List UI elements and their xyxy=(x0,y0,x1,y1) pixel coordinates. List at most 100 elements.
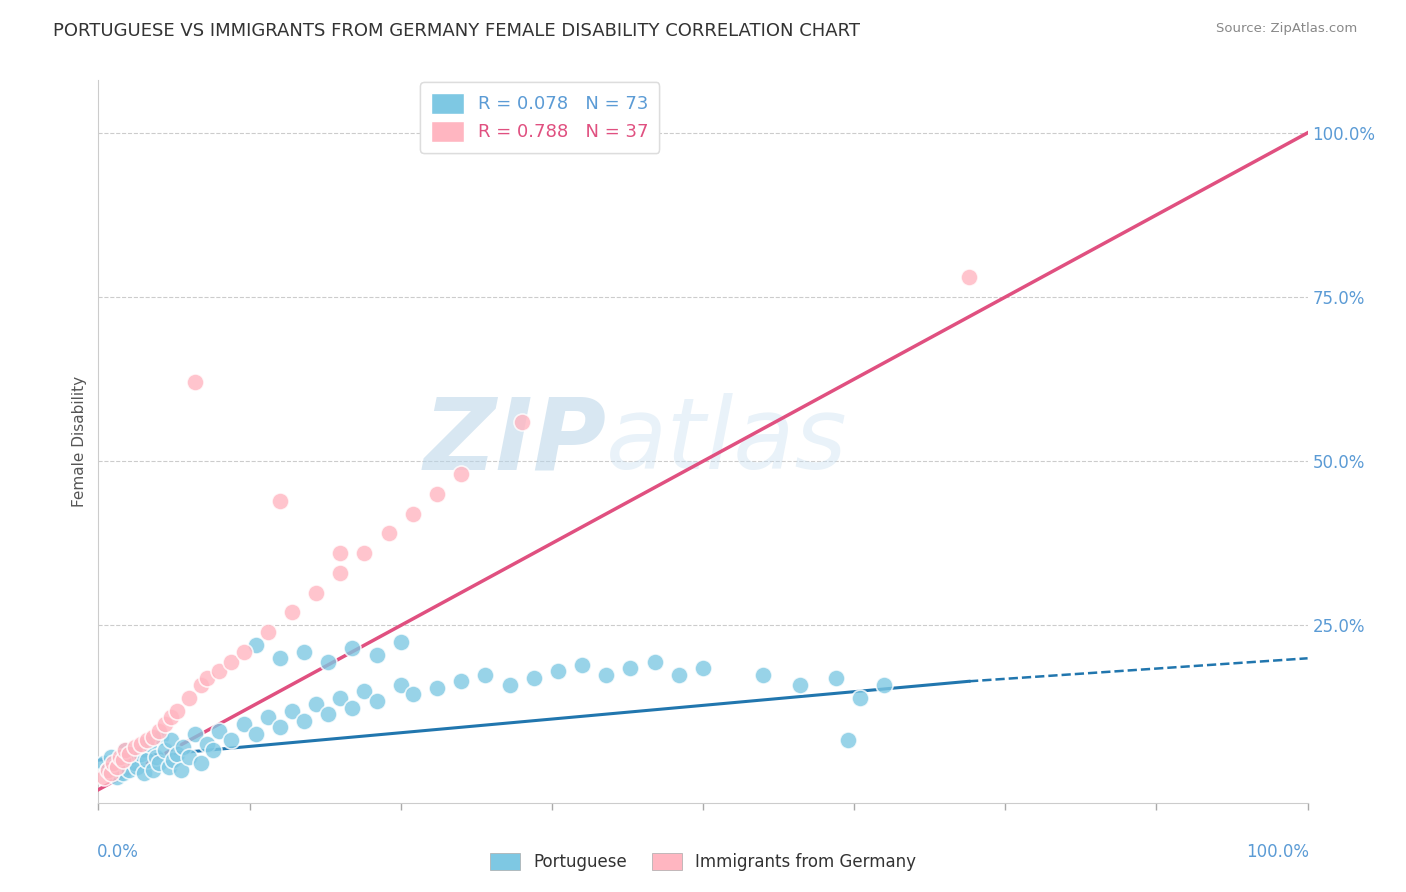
Point xyxy=(281,605,304,619)
Point xyxy=(547,665,569,679)
Text: ZIP: ZIP xyxy=(423,393,606,490)
Point xyxy=(160,710,183,724)
Point xyxy=(162,753,184,767)
Point xyxy=(129,737,152,751)
Point xyxy=(190,756,212,771)
Point xyxy=(232,717,254,731)
Point xyxy=(105,770,128,784)
Point xyxy=(108,753,131,767)
Point xyxy=(93,770,115,784)
Point xyxy=(179,690,201,705)
Point xyxy=(142,730,165,744)
Text: 100.0%: 100.0% xyxy=(1246,843,1309,861)
Point xyxy=(269,720,291,734)
Point xyxy=(329,690,352,705)
Point xyxy=(389,635,412,649)
Point xyxy=(957,270,980,285)
Point xyxy=(789,677,811,691)
Point xyxy=(692,661,714,675)
Point xyxy=(316,707,339,722)
Point xyxy=(160,733,183,747)
Point xyxy=(135,753,157,767)
Point xyxy=(269,493,291,508)
Point xyxy=(138,737,160,751)
Point xyxy=(142,763,165,777)
Point xyxy=(377,526,399,541)
Point xyxy=(305,698,328,712)
Point xyxy=(145,749,167,764)
Point xyxy=(195,671,218,685)
Point xyxy=(353,684,375,698)
Point xyxy=(402,507,425,521)
Point xyxy=(825,671,848,685)
Point xyxy=(190,677,212,691)
Y-axis label: Female Disability: Female Disability xyxy=(72,376,87,508)
Point xyxy=(402,687,425,701)
Point xyxy=(111,753,134,767)
Point xyxy=(124,756,146,771)
Text: PORTUGUESE VS IMMIGRANTS FROM GERMANY FEMALE DISABILITY CORRELATION CHART: PORTUGUESE VS IMMIGRANTS FROM GERMANY FE… xyxy=(53,22,860,40)
Text: 0.0%: 0.0% xyxy=(97,843,139,861)
Point xyxy=(148,756,170,771)
Point xyxy=(134,766,156,780)
Point xyxy=(619,661,641,675)
Point xyxy=(256,710,278,724)
Point xyxy=(208,665,231,679)
Point xyxy=(426,681,449,695)
Point xyxy=(105,760,128,774)
Point xyxy=(127,760,149,774)
Point xyxy=(129,747,152,761)
Point xyxy=(305,585,328,599)
Point xyxy=(342,700,364,714)
Text: atlas: atlas xyxy=(606,393,848,490)
Point xyxy=(166,747,188,761)
Point xyxy=(389,677,412,691)
Point xyxy=(245,727,267,741)
Point xyxy=(644,655,666,669)
Point xyxy=(114,743,136,757)
Point xyxy=(157,760,180,774)
Point xyxy=(426,487,449,501)
Point xyxy=(523,671,546,685)
Point xyxy=(135,733,157,747)
Point xyxy=(166,704,188,718)
Point xyxy=(232,645,254,659)
Legend: Portuguese, Immigrants from Germany: Portuguese, Immigrants from Germany xyxy=(481,845,925,880)
Point xyxy=(668,667,690,681)
Point xyxy=(97,763,120,777)
Point xyxy=(329,566,352,580)
Legend: R = 0.078   N = 73, R = 0.788   N = 37: R = 0.078 N = 73, R = 0.788 N = 37 xyxy=(420,82,659,153)
Point xyxy=(153,743,176,757)
Point xyxy=(245,638,267,652)
Point xyxy=(849,690,872,705)
Point xyxy=(118,747,141,761)
Point xyxy=(184,727,207,741)
Point xyxy=(474,667,496,681)
Point xyxy=(837,733,859,747)
Point xyxy=(100,749,122,764)
Point xyxy=(366,694,388,708)
Point xyxy=(873,677,896,691)
Point xyxy=(101,756,124,771)
Point xyxy=(752,667,775,681)
Point xyxy=(124,739,146,754)
Point xyxy=(281,704,304,718)
Point xyxy=(202,743,225,757)
Point xyxy=(120,749,142,764)
Point xyxy=(97,763,120,777)
Point xyxy=(595,667,617,681)
Text: Source: ZipAtlas.com: Source: ZipAtlas.com xyxy=(1216,22,1357,36)
Point xyxy=(450,467,472,482)
Point xyxy=(100,766,122,780)
Point xyxy=(208,723,231,738)
Point xyxy=(169,763,191,777)
Point xyxy=(93,756,115,771)
Point xyxy=(366,648,388,662)
Point xyxy=(221,733,243,747)
Point xyxy=(114,743,136,757)
Point xyxy=(316,655,339,669)
Point xyxy=(256,625,278,640)
Point xyxy=(353,546,375,560)
Point xyxy=(101,760,124,774)
Point xyxy=(195,737,218,751)
